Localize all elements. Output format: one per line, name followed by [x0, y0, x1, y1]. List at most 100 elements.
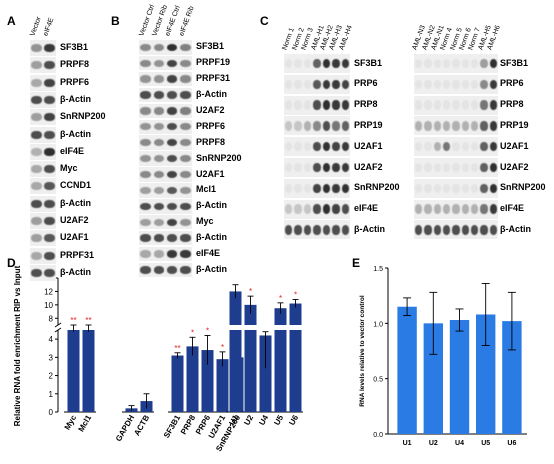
blot-band	[284, 204, 293, 214]
blot-strip-u2af1	[139, 167, 192, 182]
blot-band	[31, 95, 42, 104]
blot-band	[341, 183, 350, 194]
blot-band	[322, 141, 331, 152]
blot-strip-prpf31	[30, 247, 56, 264]
x-tick-label-snrnp200: SnRNP200	[214, 413, 242, 453]
blot-band	[322, 183, 331, 194]
blot-row-label-u2af2: U2AF2	[500, 161, 529, 172]
blot-row-label-snrnp200: SnRNP200	[196, 152, 242, 163]
blot-strip-beta-actin	[284, 220, 350, 240]
blot-band	[442, 121, 451, 131]
blot-strip-prp8	[284, 95, 350, 115]
blot-band	[153, 123, 165, 131]
blot-band	[341, 141, 350, 152]
blot-band	[153, 43, 165, 51]
blot-band	[424, 162, 432, 173]
blot-row-label-sf3b1: SF3B1	[500, 57, 529, 68]
blot-band	[332, 141, 340, 152]
blot-strip-mcl1	[139, 183, 192, 198]
blot-band	[44, 130, 55, 139]
blot-strip-prp19	[284, 116, 350, 136]
blot-row-label-beta-actin: β-Actin	[196, 89, 227, 99]
blot-band	[332, 58, 340, 69]
blot-strip-sf3b1	[139, 40, 192, 55]
blot-band	[341, 204, 350, 214]
blot-row-label-beta-actin: β-Actin	[196, 263, 227, 274]
blot-band	[452, 225, 460, 235]
blot-band	[284, 100, 293, 110]
significance-marker: **	[174, 344, 180, 353]
blot-row-label-snrnp200: SnRNP200	[60, 111, 106, 122]
blot-band	[44, 61, 55, 70]
blot-band	[433, 225, 442, 235]
blot-band	[433, 204, 442, 214]
blot-row-label-prpf6: PRPF6	[60, 76, 90, 87]
blot-band	[44, 78, 55, 87]
blot-row-label-prp8: PRP8	[500, 99, 524, 110]
blot-band	[480, 162, 488, 173]
blot-strip-eif4e	[414, 199, 498, 219]
x-tick-label-u5: U5	[272, 413, 285, 427]
y-tick-label: 1.5	[373, 266, 383, 273]
bar-u1-lower	[229, 330, 242, 412]
bar-u1	[229, 291, 242, 325]
blot-band	[180, 266, 191, 274]
blot-strip-prp6	[284, 74, 350, 94]
blot-band	[294, 100, 302, 110]
blot-band	[322, 204, 331, 214]
blot-band	[294, 141, 302, 152]
blot-band	[303, 204, 312, 214]
blot-band	[140, 218, 151, 226]
blot-strip-prpf6	[139, 119, 192, 135]
blot-band	[166, 59, 178, 67]
blot-strip-prpf8	[30, 57, 56, 74]
blot-band	[284, 225, 293, 235]
blot-band	[461, 58, 470, 69]
blot-strip-beta-actin	[30, 264, 56, 281]
blot-band	[31, 78, 42, 87]
blot-band	[322, 79, 331, 90]
blot-band	[341, 225, 350, 235]
blot-band	[470, 162, 479, 173]
blot-band	[433, 79, 442, 90]
blot-band	[180, 250, 191, 258]
blot-band	[166, 91, 178, 99]
blot-band	[442, 225, 451, 235]
blot-band	[140, 91, 151, 99]
blot-strip-sf3b1	[284, 54, 350, 73]
blot-band	[470, 225, 479, 235]
blot-row-label-prpf31: PRPF31	[196, 73, 231, 84]
blot-band	[424, 183, 432, 194]
blot-band	[461, 204, 470, 214]
blot-band	[153, 250, 165, 258]
blot-band	[140, 59, 151, 67]
x-tick-label-myc: Myc	[63, 413, 79, 431]
blot-band	[452, 58, 460, 69]
bar-u2	[423, 323, 443, 434]
blot-band	[313, 225, 321, 235]
x-tick-label-mcl1: Mcl1	[77, 413, 94, 433]
y-tick-label: 4	[49, 335, 54, 344]
blot-band	[44, 268, 55, 277]
y-tick-label: 1	[49, 390, 54, 399]
blot-band	[140, 139, 151, 147]
blot-band	[313, 141, 321, 152]
blot-strip-snrnp200	[284, 178, 350, 198]
blot-band	[31, 251, 42, 260]
bar-gapdh	[125, 408, 138, 412]
blot-row-label-u2af2: U2AF2	[196, 104, 225, 115]
blot-row-label-eif4e: eIF4E	[354, 203, 379, 214]
blot-band	[414, 58, 423, 69]
blot-strip-beta-actin	[139, 199, 192, 214]
blot-band	[284, 121, 293, 131]
blot-band	[414, 100, 423, 110]
blot-band	[414, 141, 423, 152]
blot-row-label-u2af1: U2AF1	[196, 168, 225, 179]
blot-strip-myc	[30, 161, 56, 178]
blot-band	[153, 91, 165, 99]
blot-band	[442, 162, 451, 173]
y-tick-label: 10	[44, 301, 53, 310]
blot-band	[452, 141, 460, 152]
blot-band	[44, 182, 55, 191]
blot-strip-prp19	[414, 116, 498, 136]
